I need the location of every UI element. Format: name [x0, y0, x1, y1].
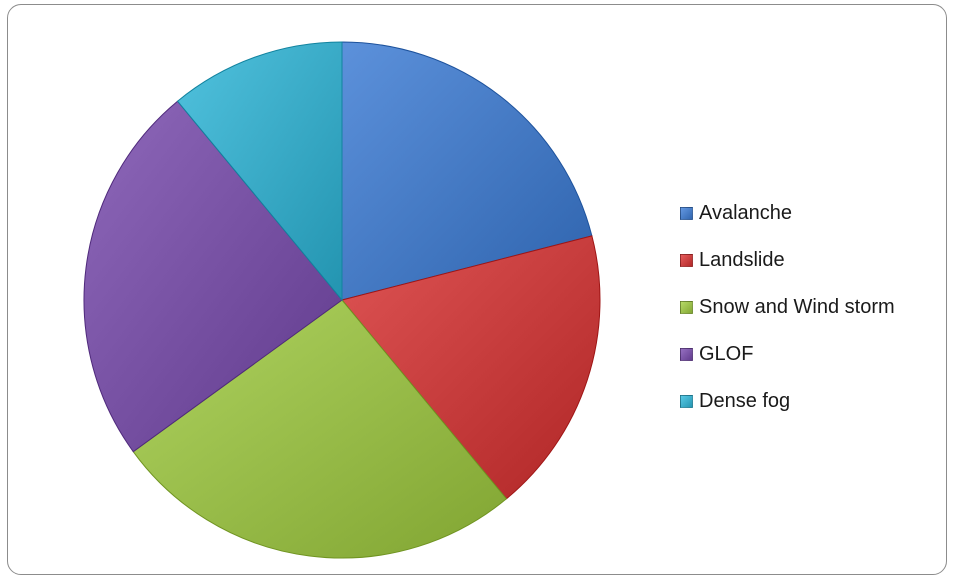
legend-swatch [680, 254, 693, 267]
legend-label: Snow and Wind storm [699, 296, 895, 318]
legend-item-glof: GLOF [680, 331, 895, 378]
legend-swatch [680, 301, 693, 314]
legend-item-avalanche: Avalanche [680, 190, 895, 237]
pie-slice-avalanche [341, 41, 593, 301]
legend-label: Dense fog [699, 390, 791, 412]
legend-item-dense-fog: Dense fog [680, 378, 895, 425]
legend-swatch [680, 207, 693, 220]
chart-legend: Avalanche Landslide Snow and Wind storm … [680, 190, 895, 425]
legend-label: Landslide [699, 249, 785, 271]
legend-label: Avalanche [699, 202, 793, 224]
pie-slice-snow-and-wind-storm [132, 299, 508, 559]
legend-item-snow-and-wind-storm: Snow and Wind storm [680, 284, 895, 331]
pie-slices [83, 41, 601, 559]
pie-slice-glof [83, 100, 343, 453]
legend-swatch [680, 348, 693, 361]
legend-label: GLOF [699, 343, 754, 365]
legend-item-landslide: Landslide [680, 237, 895, 284]
pie-slice-landslide [341, 235, 601, 500]
legend-swatch [680, 395, 693, 408]
pie-slice-dense-fog [176, 41, 343, 302]
